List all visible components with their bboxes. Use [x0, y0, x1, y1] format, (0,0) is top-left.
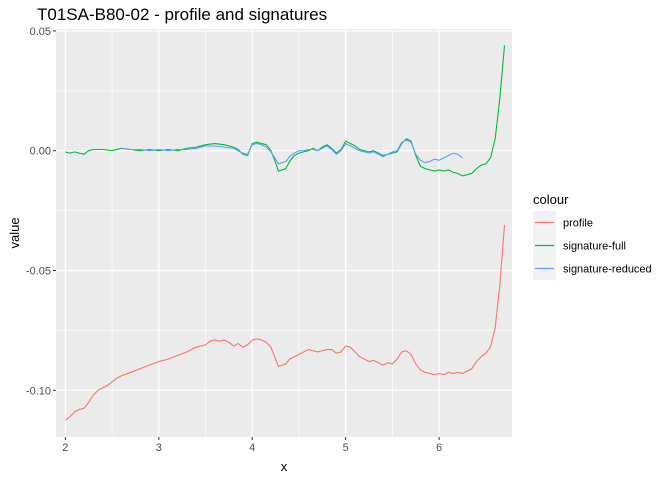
- legend-label: signature-full: [563, 241, 626, 253]
- legend-item: profile: [533, 211, 593, 234]
- x-tick-label: 2: [62, 442, 68, 454]
- x-tick-label: 5: [343, 442, 349, 454]
- legend: colour profile signature-full signature-re…: [533, 192, 652, 280]
- legend-item: signature-reduced: [533, 257, 652, 280]
- x-tick-label: 6: [436, 442, 442, 454]
- y-tick-label: 0.00: [30, 146, 51, 158]
- legend-title: colour: [533, 192, 569, 207]
- axes: 2 3 4 5 6 0.05 0.00 -0.05 -0.10: [26, 26, 442, 454]
- chart-title: T01SA-B80-02 - profile and signatures: [37, 5, 327, 24]
- legend-label: signature-reduced: [563, 264, 652, 276]
- y-axis-title: value: [7, 217, 22, 248]
- legend-label: profile: [563, 218, 593, 230]
- y-tick-label: 0.05: [30, 26, 51, 38]
- x-tick-label: 3: [156, 442, 162, 454]
- x-tick-label: 4: [249, 442, 255, 454]
- x-axis-title: x: [281, 459, 288, 474]
- series-line-signature-reduced: [121, 139, 463, 165]
- grid: [56, 29, 512, 437]
- plot-panel: [56, 29, 512, 437]
- series-line-profile: [65, 224, 506, 421]
- legend-item: signature-full: [533, 234, 626, 257]
- series-layer: [65, 45, 506, 421]
- y-tick-label: -0.10: [26, 385, 51, 397]
- y-tick-label: -0.05: [26, 265, 51, 277]
